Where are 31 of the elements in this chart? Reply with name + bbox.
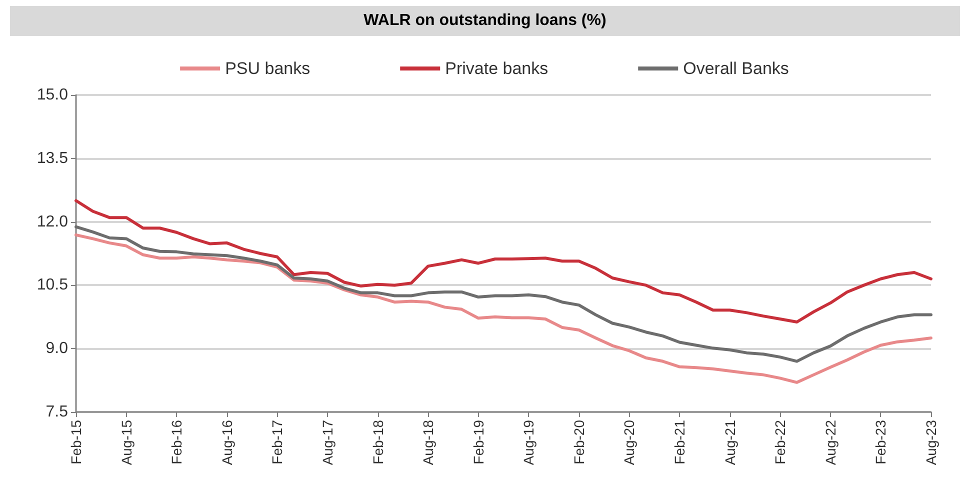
x-tick-label: Aug-18: [420, 420, 436, 466]
line-series: [74, 225, 932, 363]
y-tick-label: 15.0: [36, 86, 68, 104]
x-tick-label: Feb-19: [470, 420, 486, 464]
x-tick-label: Feb-21: [672, 420, 688, 464]
x-tick-label: Feb-18: [370, 420, 386, 464]
legend-label: Private banks: [445, 59, 548, 78]
chart-title: WALR on outstanding loans (%): [10, 6, 960, 36]
y-tick-label: 9.0: [46, 340, 68, 358]
line-series: [74, 199, 932, 324]
x-tick-label: Aug-21: [722, 420, 738, 466]
x-tick-label: Feb-22: [772, 420, 788, 464]
x-tick-label: Aug-22: [822, 420, 838, 466]
x-tick-label: Feb-16: [168, 420, 185, 464]
x-tick-label: Aug-23: [923, 420, 939, 466]
y-tick-label: 12.0: [36, 213, 68, 230]
x-tick-label: Feb-17: [269, 420, 286, 464]
legend-label: Overall Banks: [683, 59, 789, 78]
y-tick-label: 10.5: [36, 276, 68, 294]
x-tick-label: Aug-17: [319, 420, 336, 466]
x-tick-label: Aug-20: [621, 420, 638, 466]
y-tick-label: 7.5: [46, 404, 68, 420]
x-tick-label: Feb-20: [570, 420, 587, 464]
legend-label: PSU banks: [225, 59, 310, 78]
x-tick-label: Feb-15: [68, 420, 84, 464]
line-series: [74, 233, 932, 384]
y-tick-label: 13.5: [36, 150, 68, 167]
x-tick-label: Aug-16: [218, 420, 235, 466]
x-tick-label: Aug-15: [118, 420, 134, 466]
x-tick-label: Aug-19: [520, 420, 537, 466]
x-tick-label: Feb-23: [872, 420, 889, 464]
